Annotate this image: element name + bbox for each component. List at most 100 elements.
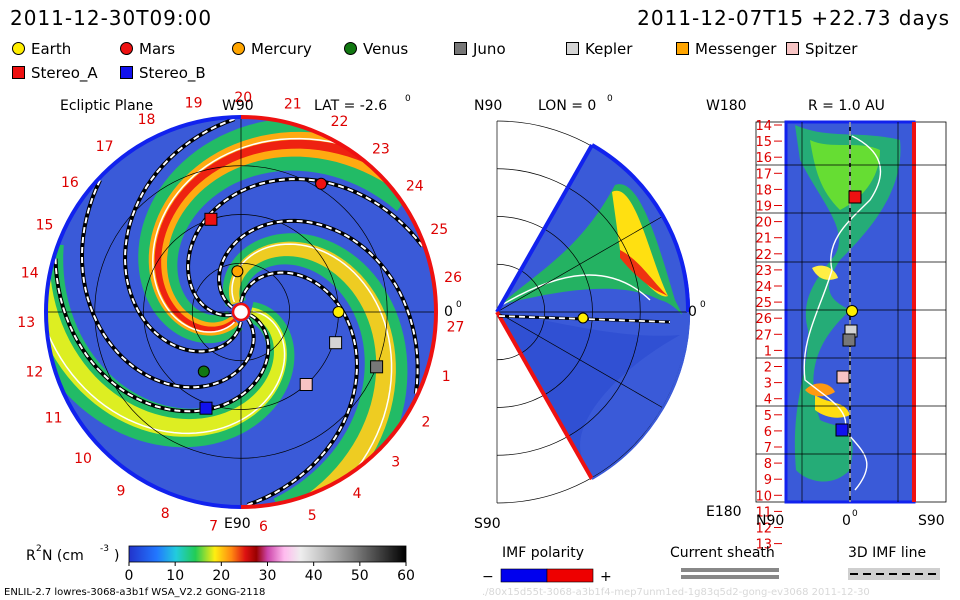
meridional-panel: N90 S90 LON = 0 0 0 0 (474, 94, 706, 532)
meridional-right-sup: 0 (700, 300, 706, 310)
ecliptic-rim-negative (44, 115, 242, 509)
body-earth (332, 306, 345, 318)
ecliptic-lat-label: LAT = -2.6 (314, 98, 387, 114)
carrington-label: 8 (161, 506, 170, 522)
imf-minus: − (482, 569, 494, 585)
carrington-label: 18 (138, 112, 156, 128)
imf-line-5 (80, 179, 255, 389)
carrington-label: 22 (331, 114, 349, 130)
radial-row-label: 17 (755, 167, 772, 182)
density-stream-1 (46, 244, 287, 437)
density-stream-3 (228, 241, 396, 507)
radial-row-label: 2 (764, 361, 772, 376)
header-time-left: 2011-12-30T09:00 (10, 6, 213, 30)
radial-row-label: 9 (764, 473, 772, 488)
radial-row-label: 7 (764, 441, 772, 456)
carrington-label: 15 (36, 218, 54, 234)
body-stereo_b (199, 401, 213, 415)
colorbar-tick-label: 10 (166, 568, 184, 584)
radial-body-stereo_b (835, 423, 849, 437)
colorbar-gradient (128, 545, 407, 563)
imf-lines (53, 117, 424, 507)
carrington-label: 14 (21, 265, 39, 281)
radial-row-label: 15 (755, 135, 772, 150)
radial-row-label: 24 (755, 280, 772, 295)
radial-row-label: 21 (755, 232, 772, 247)
carrington-label: 4 (353, 486, 362, 502)
radial-body-spitzer (836, 370, 850, 384)
radial-row-label: 11 (755, 505, 772, 520)
radial-bottom-label: E180 (706, 504, 742, 520)
meridional-bottom-label: S90 (474, 516, 501, 532)
carrington-label: 23 (372, 142, 390, 158)
imf-line-0 (54, 258, 270, 413)
imf-plus: + (600, 569, 612, 585)
colorbar-tick-label: 0 (125, 568, 134, 584)
legend-item-messenger: Messenger (676, 40, 776, 58)
radial-top-label: W180 (706, 98, 747, 114)
legend-item-earth: Earth (12, 40, 71, 58)
colorbar: R 2 N (cm -3 ) 0 10 20 30 40 50 60 (26, 544, 415, 584)
radial-row-label: 22 (755, 248, 772, 263)
radial-body-stereo_a (848, 190, 862, 204)
carrington-label: 1 (442, 369, 451, 385)
current-sheath-legend: Current sheath (670, 545, 779, 579)
square-marker-icon (566, 42, 579, 55)
carrington-label: 17 (96, 139, 114, 155)
body-mercury (231, 265, 244, 278)
legend-item-mercury: Mercury (232, 40, 312, 58)
imf-line-1 (240, 271, 358, 506)
radial-row-label: 13 (755, 538, 772, 553)
sun-marker (231, 302, 251, 322)
colorbar-label-rest: N (cm (42, 548, 84, 564)
radial-row-label: 1 (764, 344, 772, 359)
body-juno (370, 360, 384, 374)
colorbar-tick-label: 30 (259, 568, 277, 584)
carrington-label: 16 (61, 175, 79, 191)
carrington-label: 6 (259, 519, 268, 535)
radial-row-label: 12 (755, 522, 772, 537)
legend-label: Stereo_A (31, 64, 98, 82)
carrington-label: 19 (185, 95, 203, 111)
radial-grid (756, 122, 946, 502)
square-marker-icon (786, 42, 799, 55)
legend-item-stereo_a: Stereo_A (12, 64, 98, 82)
circle-marker-icon (232, 42, 245, 55)
radial-row-label: 4 (764, 393, 772, 408)
ecliptic-right-sup: 0 (456, 300, 462, 310)
radial-row-label: 14 (755, 119, 772, 134)
radial-x-mid: 0 (842, 513, 851, 529)
footer-left: ENLIL-2.7 lowres-3068-a3b1f WSA_V2.2 GON… (4, 587, 266, 598)
legend-label: Kepler (585, 40, 633, 58)
imf3d-legend: 3D IMF line (848, 545, 940, 580)
carrington-label: 7 (209, 518, 218, 534)
carrington-label: 12 (25, 364, 43, 380)
radial-row-label: 25 (755, 296, 772, 311)
legend-label: Mars (139, 40, 176, 58)
colorbar-tick-label: 20 (212, 568, 230, 584)
density-stream-0 (46, 243, 295, 448)
legend-label: Stereo_B (139, 64, 206, 82)
imf-polarity-legend: IMF polarity − + (482, 545, 612, 585)
circle-marker-icon (344, 42, 357, 55)
radial-row-label: 27 (755, 328, 772, 343)
white-contour-0 (46, 268, 286, 435)
white-contour-2 (152, 137, 399, 333)
meridional-earth (577, 312, 589, 324)
ecliptic-lat-sup: 0 (405, 94, 411, 104)
meridional-right-label: 0 (688, 304, 697, 320)
legend-item-kepler: Kepler (566, 40, 632, 58)
legend-label: Venus (363, 40, 409, 58)
radial-body-juno (842, 333, 856, 347)
carrington-label: 2 (421, 415, 430, 431)
sheath-title: Current sheath (670, 545, 775, 561)
meridional-lon-label: LON = 0 (538, 98, 596, 114)
circle-marker-icon (120, 42, 133, 55)
body-venus (197, 365, 210, 378)
radial-row-label: 3 (764, 377, 772, 392)
imf-title: IMF polarity (502, 545, 584, 561)
circle-marker-icon (12, 42, 25, 55)
radial-panel: 1415161718192021222324252627123456789101… (706, 98, 947, 553)
radial-x-mid-sup: 0 (852, 509, 858, 519)
colorbar-tick-label: 40 (305, 568, 323, 584)
